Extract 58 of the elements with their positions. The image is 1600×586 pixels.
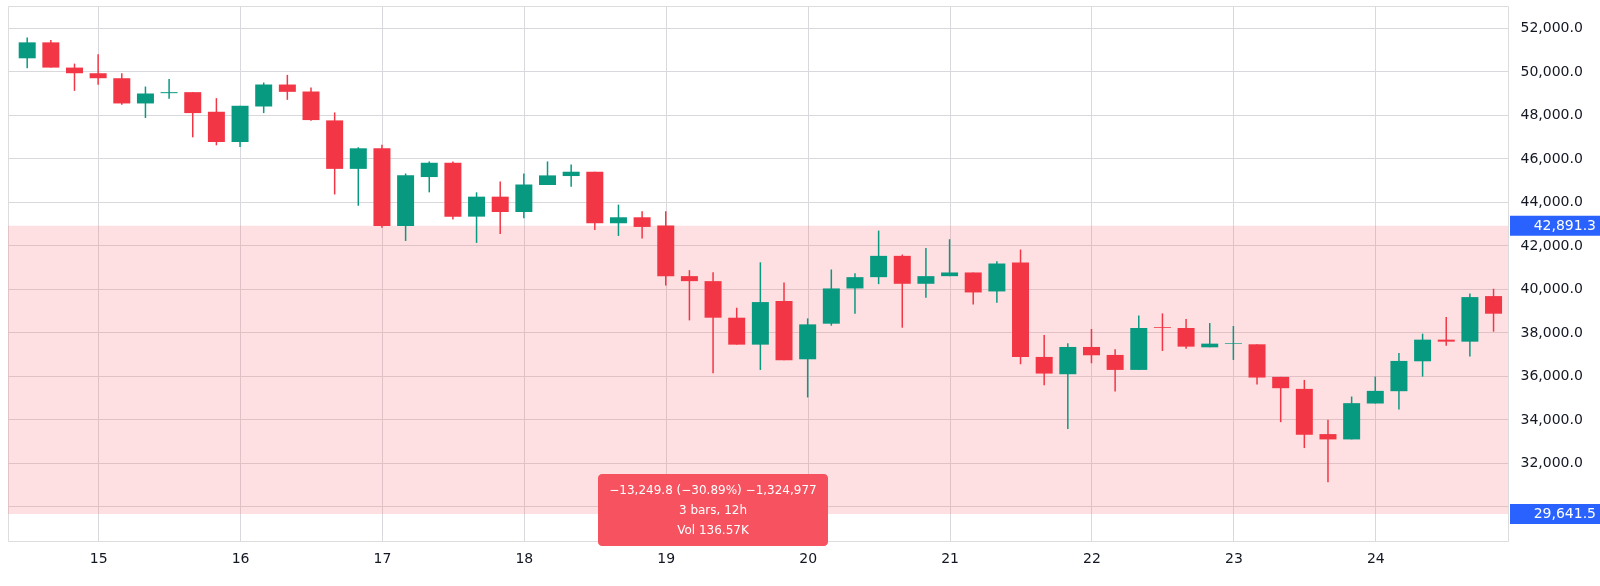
candlestick <box>1414 332 1432 378</box>
candlestick <box>1485 288 1503 333</box>
y-tick-label: 48,000.0 <box>1520 106 1583 123</box>
x-tick-label: 20 <box>799 549 818 566</box>
candlestick <box>349 146 367 207</box>
x-tick-label: 17 <box>373 549 392 566</box>
y-tick-label: 50,000.0 <box>1520 62 1583 79</box>
candlestick <box>1437 316 1455 347</box>
candlestick <box>680 269 698 322</box>
y-tick-label: 52,000.0 <box>1520 19 1583 36</box>
annotation: 3 bars, 12h <box>678 503 748 517</box>
text: 29,641.5 <box>1533 505 1596 521</box>
text: 42,891.3 <box>1533 216 1596 233</box>
y-tick-label: 44,000.0 <box>1520 193 1583 210</box>
candlestick <box>1082 328 1100 364</box>
y-tick-label: 32,000.0 <box>1520 454 1583 471</box>
candlestick <box>1366 375 1384 405</box>
x-tick-label: 15 <box>89 549 108 566</box>
candlestick <box>609 203 627 237</box>
candlestick <box>184 91 202 139</box>
candlestick <box>18 36 36 70</box>
candlestick <box>278 74 296 101</box>
annotation: Vol 136.57K <box>677 523 750 537</box>
x-tick-label: 23 <box>1224 549 1243 566</box>
candlestick <box>1035 334 1053 386</box>
candlestick <box>633 210 651 240</box>
candlestick <box>1224 325 1242 361</box>
y-tick-label: 36,000.0 <box>1520 367 1583 384</box>
candlestick <box>964 271 982 306</box>
y-tick-label: 38,000.0 <box>1520 323 1583 340</box>
candlestick <box>136 85 154 119</box>
y-tick-label: 42,000.0 <box>1520 236 1583 253</box>
x-tick-label: 24 <box>1366 549 1385 566</box>
x-tick-label: 16 <box>231 549 250 566</box>
x-tick-label: 19 <box>657 549 676 566</box>
x-tick-label: 21 <box>941 549 959 566</box>
x-tick-label: 22 <box>1083 549 1101 566</box>
candlestick <box>562 163 580 188</box>
candlestick <box>420 160 438 194</box>
candlestick <box>1319 419 1337 484</box>
candlestick <box>468 191 486 244</box>
y-tick-label: 34,000.0 <box>1520 410 1583 427</box>
candlestick <box>1177 318 1195 350</box>
candlestick <box>160 78 178 100</box>
candlestick <box>1153 312 1171 352</box>
candlestick <box>1272 376 1290 423</box>
x-tick-label: 18 <box>515 549 534 566</box>
candlestick <box>491 180 509 235</box>
candlestick <box>941 238 959 277</box>
candlestick <box>870 229 888 285</box>
y-tick-label: 46,000.0 <box>1520 149 1583 166</box>
candlestick <box>917 247 935 299</box>
candlestick <box>89 53 107 86</box>
y-tick-label: 40,000.0 <box>1520 280 1583 297</box>
candlestick <box>846 272 864 315</box>
annotation: −13,249.8 (−30.89%) −1,324,977 <box>609 483 817 497</box>
candlestick <box>1106 348 1124 393</box>
candlestick <box>255 81 273 114</box>
